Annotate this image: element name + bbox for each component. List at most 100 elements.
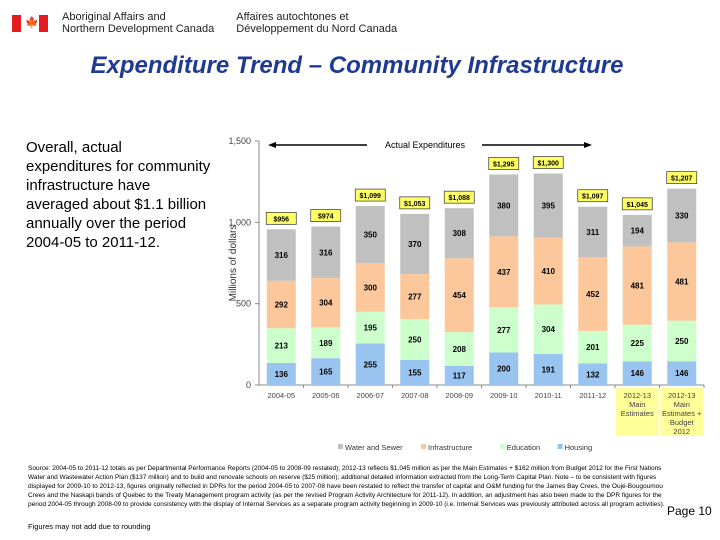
data-label: 132	[586, 370, 600, 379]
data-label: 481	[631, 282, 645, 291]
bar-segment-infrastructure	[533, 237, 563, 305]
data-label: 311	[586, 228, 599, 237]
data-label: 380	[497, 201, 511, 210]
x-tick-label: Main	[629, 400, 645, 409]
bar-segment-infrastructure	[622, 246, 652, 325]
data-label: 277	[408, 293, 422, 302]
data-label: 308	[453, 229, 467, 238]
x-tick-label: 2012	[673, 427, 690, 436]
bar-segment-infrastructure	[578, 257, 608, 331]
org-name-en: Aboriginal Affairs and Northern Developme…	[62, 11, 214, 35]
org-fr-line1: Affaires autochtones et	[236, 11, 349, 23]
data-label: 395	[542, 202, 556, 211]
legend-label: Infrastructure	[428, 443, 472, 452]
x-tick-label: 2008-09	[445, 391, 473, 400]
total-label-box	[399, 196, 431, 210]
bar-segment-water-and-sewer	[400, 213, 430, 275]
data-label: 165	[319, 368, 333, 377]
data-label: 481	[675, 277, 689, 286]
x-tick-label: 2012-13	[668, 391, 696, 400]
data-label: 437	[497, 268, 511, 277]
bar-segment-education	[533, 304, 563, 354]
bar-segment-infrastructure	[266, 280, 296, 329]
bar-segment-housing	[355, 343, 385, 385]
data-label: 410	[542, 267, 556, 276]
bar-segment-water-and-sewer	[266, 229, 296, 281]
total-label: $956	[273, 216, 289, 223]
org-fr-line2: Développement du Nord Canada	[236, 23, 398, 35]
data-label: 200	[497, 365, 511, 374]
x-tick-label: Estimates	[621, 409, 654, 418]
total-label-box	[443, 190, 475, 204]
bar-segment-housing	[667, 361, 697, 385]
data-label: 201	[586, 343, 600, 352]
bar-segment-education	[622, 324, 652, 362]
bar-segment-housing	[311, 358, 341, 385]
bar-segment-education	[400, 319, 430, 360]
data-label: 277	[497, 326, 511, 335]
x-tick-label: 2006-07	[356, 391, 384, 400]
legend-label: Water and Sewer	[345, 443, 403, 452]
data-label: 213	[275, 342, 289, 351]
data-label: 304	[319, 299, 333, 308]
data-label: 191	[542, 365, 556, 374]
bar-segment-water-and-sewer	[622, 214, 652, 247]
total-label-box	[488, 157, 520, 170]
bar-segment-housing	[533, 353, 563, 385]
total-label: $1,053	[404, 201, 426, 208]
x-tick-label: 2010-11	[535, 391, 562, 400]
y-tick-label: 0	[246, 380, 251, 390]
bar-segment-water-and-sewer	[444, 208, 474, 259]
data-label: 292	[275, 300, 289, 309]
total-label-box	[532, 156, 564, 169]
data-label: 454	[453, 291, 467, 300]
x-tick-label: 2011-12	[579, 391, 606, 400]
bar-segment-water-and-sewer	[533, 173, 563, 238]
bar-segment-housing	[489, 352, 519, 385]
bar-segment-education	[311, 327, 341, 359]
bar-segment-education	[355, 311, 385, 344]
data-label: 304	[542, 325, 556, 334]
bar-segment-education	[489, 307, 519, 353]
total-label: $974	[318, 214, 334, 221]
bar-segment-water-and-sewer	[578, 206, 608, 258]
x-tick-label: 2009-10	[490, 391, 518, 400]
y-tick-label: 500	[236, 299, 251, 309]
x-tick-label: 2004-05	[267, 391, 295, 400]
highlight-bg	[660, 388, 703, 436]
data-label: 250	[408, 335, 422, 344]
bar-segment-infrastructure	[444, 258, 474, 333]
total-label: $1,300	[538, 161, 560, 168]
data-label: 350	[364, 231, 378, 240]
bar-segment-housing	[400, 359, 430, 385]
bar-segment-water-and-sewer	[355, 206, 385, 263]
data-label: 255	[364, 360, 378, 369]
org-name-fr: Affaires autochtones et Développement du …	[236, 11, 397, 35]
bar-segment-water-and-sewer	[489, 174, 519, 237]
total-label-box	[621, 197, 653, 211]
bar-segment-infrastructure	[489, 236, 519, 308]
x-tick-label: 2007-08	[401, 391, 429, 400]
data-label: 316	[275, 251, 289, 260]
legend-label: Housing	[565, 443, 593, 452]
data-label: 330	[675, 212, 689, 221]
org-en-line1: Aboriginal Affairs and	[62, 11, 166, 23]
footnote: Figures may not add due to rounding	[28, 522, 151, 531]
bar-segment-water-and-sewer	[667, 188, 697, 243]
source-note: Source: 2004-05 to 2011-12 totals as per…	[28, 465, 665, 508]
data-label: 250	[675, 337, 689, 346]
data-label: 189	[319, 339, 333, 348]
data-label: 370	[408, 240, 422, 249]
data-label: 195	[364, 324, 378, 333]
total-label: $1,207	[671, 176, 693, 183]
intro-text: Overall, actual expenditures for communi…	[26, 139, 211, 251]
legend-swatch	[338, 444, 343, 449]
bar-segment-education	[444, 332, 474, 366]
page-number: Page 10	[667, 504, 712, 518]
bar-segment-housing	[266, 362, 296, 385]
total-label: $1,099	[360, 193, 382, 200]
total-label: $1,097	[582, 194, 604, 201]
y-tick-label: 1,500	[228, 136, 251, 146]
total-label-box	[666, 171, 698, 185]
total-label-box	[265, 211, 297, 225]
